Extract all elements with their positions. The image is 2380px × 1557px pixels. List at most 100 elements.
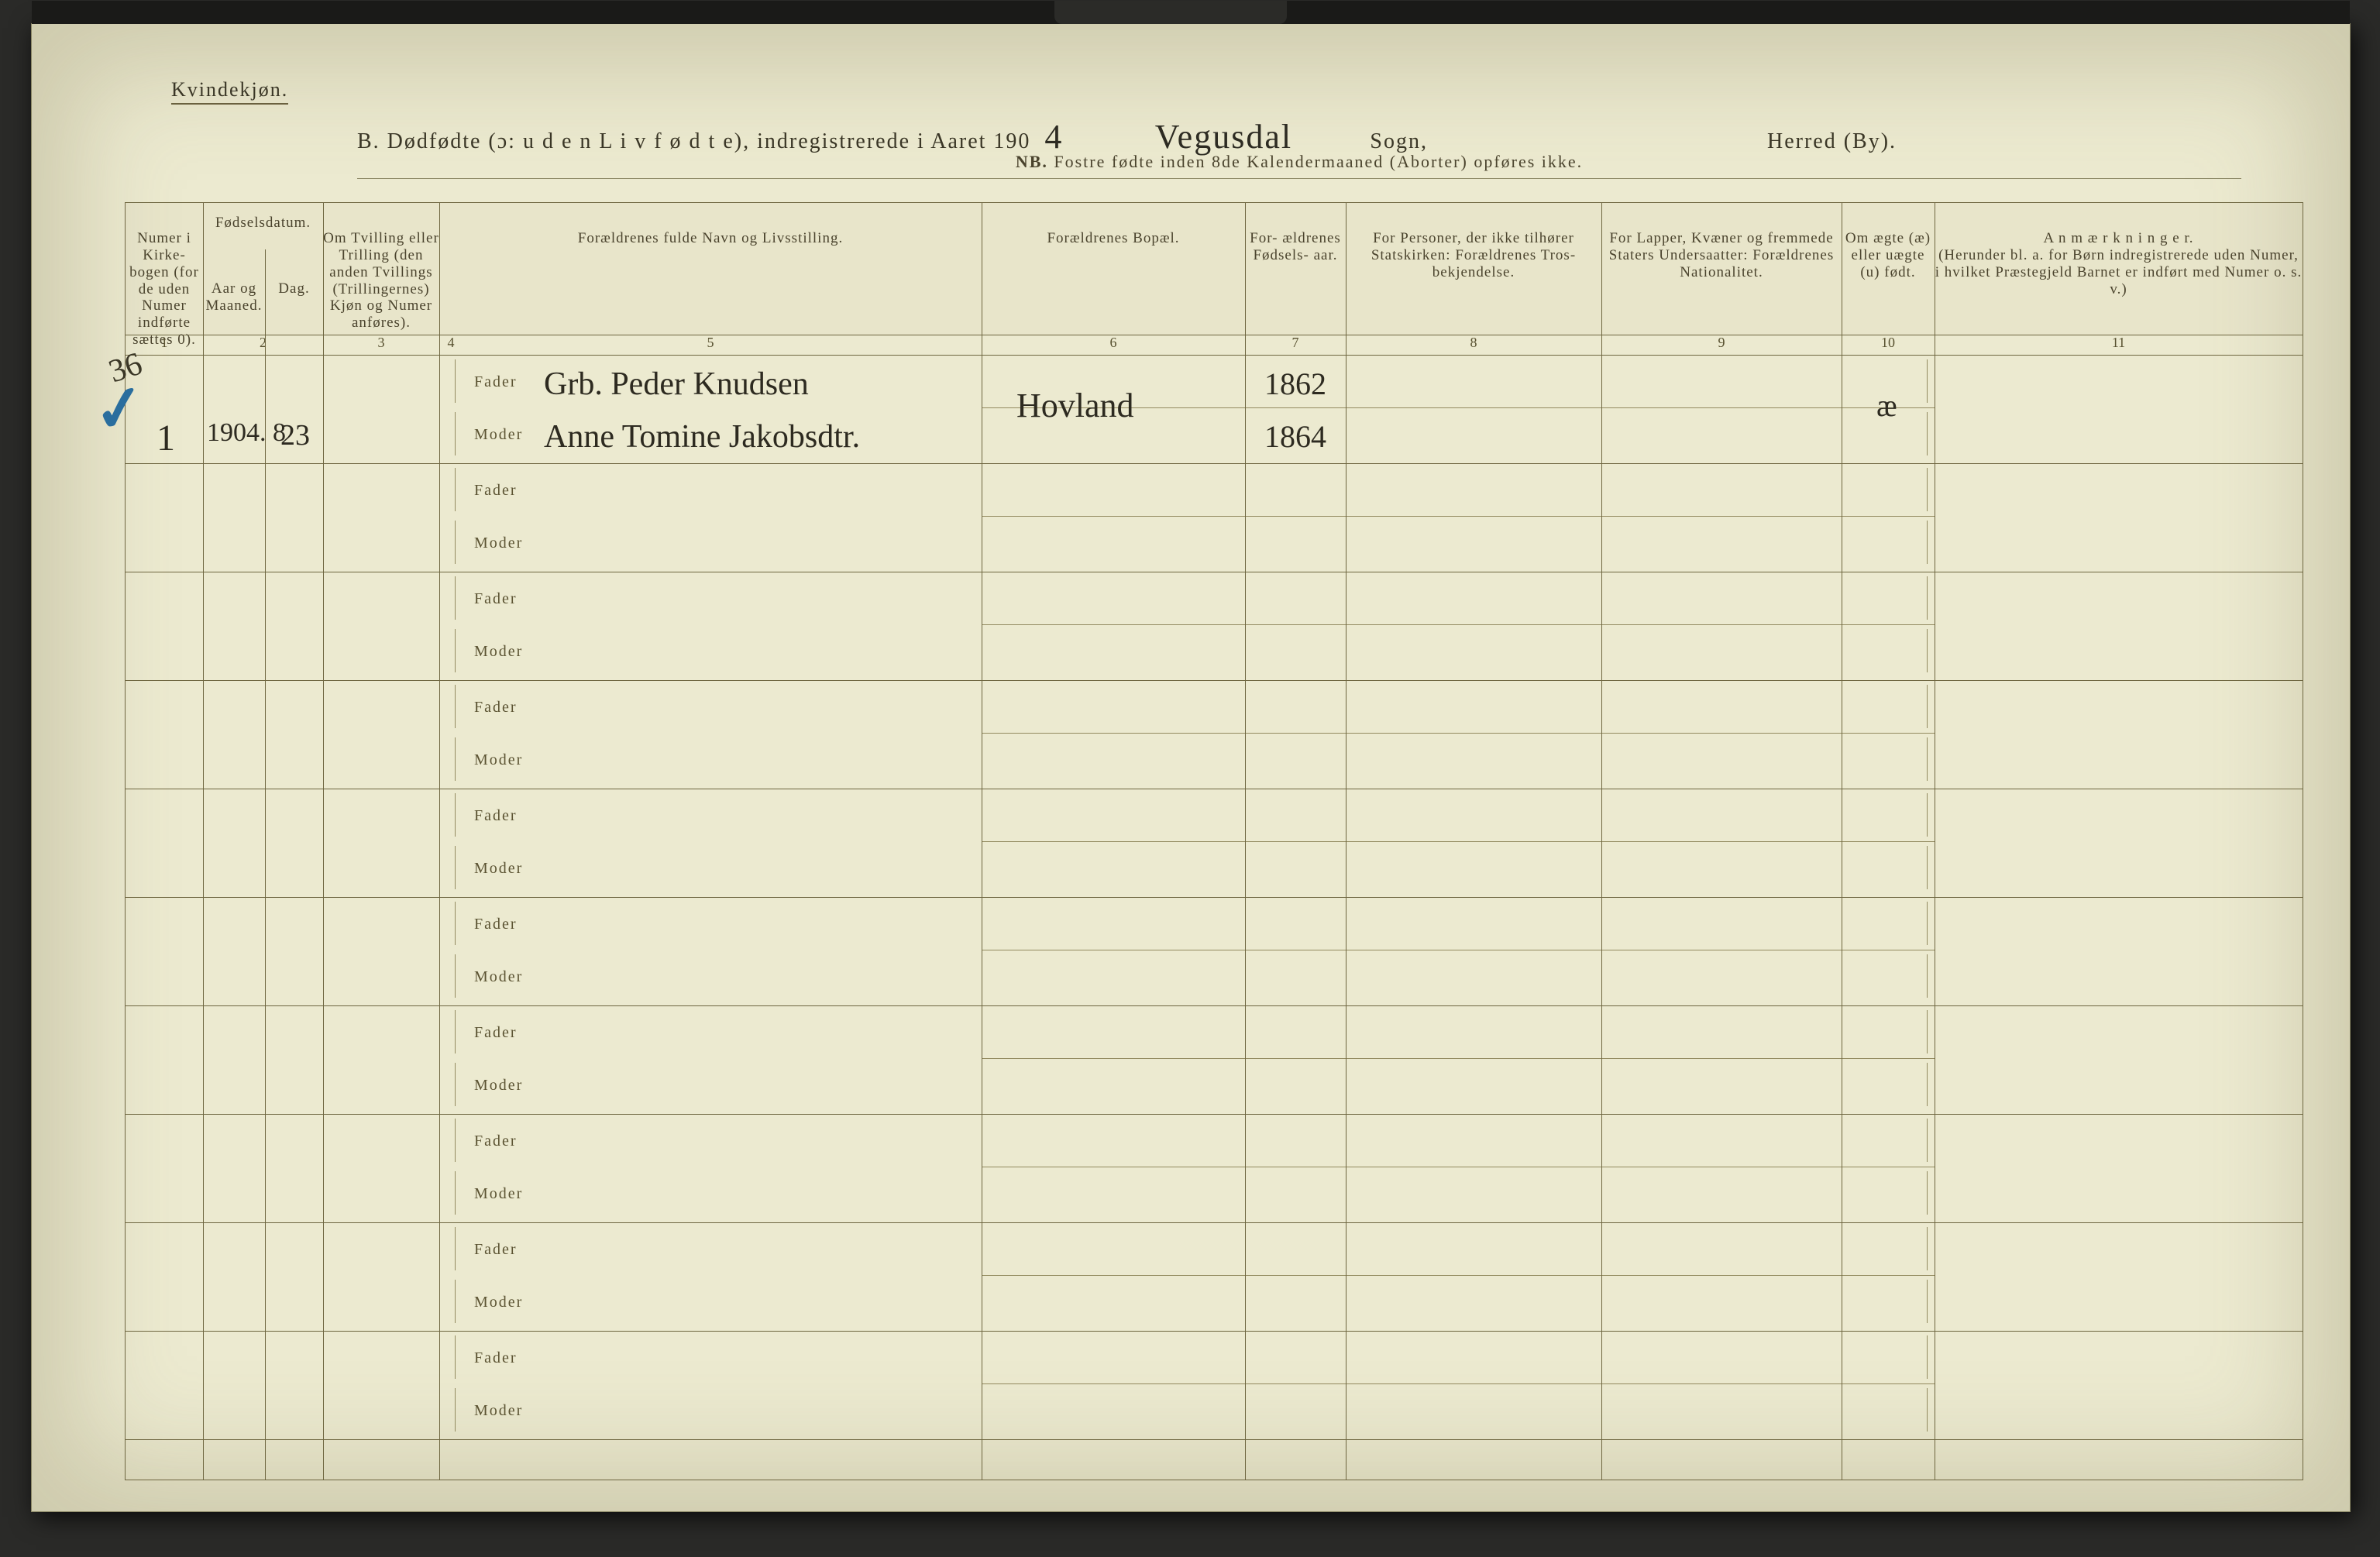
column-number: 8 xyxy=(1346,335,1601,355)
row-end-tick xyxy=(1927,468,1928,511)
row-midline xyxy=(982,841,1935,842)
bracket-tick xyxy=(455,1280,456,1323)
column-number: 10 xyxy=(1842,335,1935,355)
column-number: 7 xyxy=(1245,335,1346,355)
row-end-tick xyxy=(1927,1280,1928,1323)
entry-mother-name: Anne Tomine Jakobsdtr. xyxy=(544,418,860,455)
column-number: 9 xyxy=(1601,335,1842,355)
row-end-tick xyxy=(1927,1010,1928,1053)
column-header: Forældrenes fulde Navn og Livsstilling. xyxy=(439,230,982,247)
column-divider xyxy=(203,203,204,1480)
bracket-tick xyxy=(455,412,456,455)
ledger-row: FaderModer xyxy=(126,463,2303,572)
herred-label: Herred (By). xyxy=(1767,129,1897,154)
table-header: Numer i Kirke- bogen (for de uden Numer … xyxy=(126,203,2303,335)
column-number: 4 xyxy=(439,335,463,355)
mother-label: Moder xyxy=(474,1077,523,1095)
entry-year-month: 1904. 8 xyxy=(207,418,286,448)
bracket-tick xyxy=(455,1388,456,1432)
column-header: For- ældrenes Fødsels- aar. xyxy=(1245,230,1346,264)
column-divider xyxy=(1601,203,1602,1480)
sheet: Kvindekjøn. B. Dødfødte (ɔ: u d e n L i … xyxy=(32,24,2350,1511)
ledger-row: Fader Moder xyxy=(126,572,2303,681)
bracket-tick xyxy=(455,685,456,728)
row-midline xyxy=(982,624,1935,625)
gender-label: Kvindekjøn. xyxy=(171,78,288,105)
father-label: Fader xyxy=(474,699,518,717)
row-midline xyxy=(982,1383,1935,1384)
mother-label: Moder xyxy=(474,1402,523,1420)
column-header: Om Tvilling eller Trilling (den anden Tv… xyxy=(323,230,439,332)
row-midline xyxy=(982,1058,1935,1059)
column-number: 2 xyxy=(203,335,323,355)
mother-label: Moder xyxy=(474,1294,523,1311)
ledger-row: FaderModer xyxy=(126,789,2303,898)
mother-label: Moder xyxy=(474,534,523,552)
bracket-tick xyxy=(455,576,456,620)
column-header: Fødselsdatum. xyxy=(203,215,323,232)
ledger-row: FaderModer xyxy=(126,1331,2303,1440)
row-end-tick xyxy=(1927,846,1928,889)
column-number: 11 xyxy=(1935,335,2303,355)
row-midline xyxy=(982,733,1935,734)
bracket-tick xyxy=(455,737,456,781)
row-end-tick xyxy=(1927,1171,1928,1215)
father-label: Fader xyxy=(474,590,518,608)
rows-area: Fader Moder Fader Moder Fader Moder Fader Moder… xyxy=(126,355,2303,1480)
bracket-tick xyxy=(455,359,456,403)
row-end-tick xyxy=(1927,1119,1928,1162)
father-label: Fader xyxy=(474,1133,518,1150)
column-header: Om ægte (æ) eller uægte (u) født. xyxy=(1842,230,1935,281)
father-label: Fader xyxy=(474,373,518,391)
row-end-tick xyxy=(1927,359,1928,403)
bracket-tick xyxy=(455,629,456,672)
scanned-page: Kvindekjøn. B. Dødfødte (ɔ: u d e n L i … xyxy=(31,23,2351,1512)
row-end-tick xyxy=(1927,685,1928,728)
column-number: 3 xyxy=(323,335,439,355)
row-end-tick xyxy=(1927,1063,1928,1106)
bracket-tick xyxy=(455,1063,456,1106)
father-label: Fader xyxy=(474,1241,518,1259)
nb-text: Fostre fødte inden 8de Kalendermaaned (A… xyxy=(1048,152,1583,171)
title-row: B. Dødfødte (ɔ: u d e n L i v f ø d t e)… xyxy=(357,117,2241,148)
column-number: 5 xyxy=(439,335,982,355)
entry-mother-birthyear: 1864 xyxy=(1264,418,1326,455)
entry-day: 23 xyxy=(280,418,310,452)
sogn-label: Sogn, xyxy=(1370,129,1428,154)
ledger-table: Numer i Kirke- bogen (for de uden Numer … xyxy=(125,202,2303,1480)
ledger-row: Fader Moder xyxy=(126,1222,2303,1332)
subcolumn-divider xyxy=(265,249,266,1480)
nb-prefix: NB. xyxy=(1016,152,1048,171)
subcolumn-header: Dag. xyxy=(265,280,323,297)
father-label: Fader xyxy=(474,916,518,933)
ledger-row: FaderModer xyxy=(126,680,2303,789)
column-header: A n m æ r k n i n g e r. (Herunder bl. a… xyxy=(1935,230,2303,297)
row-end-tick xyxy=(1927,412,1928,455)
bracket-tick xyxy=(455,521,456,564)
entry-residence: Hovland xyxy=(1016,386,1134,425)
bracket-tick xyxy=(455,1171,456,1215)
mother-label: Moder xyxy=(474,643,523,661)
column-divider xyxy=(323,203,324,1480)
mother-label: Moder xyxy=(474,1185,523,1203)
mother-label: Moder xyxy=(474,426,523,444)
row-end-tick xyxy=(1927,521,1928,564)
column-header: For Lapper, Kvæner og fremmede Staters U… xyxy=(1601,230,1842,281)
bracket-tick xyxy=(455,1227,456,1270)
father-label: Fader xyxy=(474,1024,518,1042)
bracket-tick xyxy=(455,846,456,889)
ledger-row: FaderModer xyxy=(126,897,2303,1006)
row-end-tick xyxy=(1927,629,1928,672)
row-end-tick xyxy=(1927,1227,1928,1270)
column-header: Forældrenes Bopæl. xyxy=(982,230,1245,247)
blue-check-mark: ✓ xyxy=(89,369,150,448)
column-header: Numer i Kirke- bogen (for de uden Numer … xyxy=(126,230,203,349)
row-end-tick xyxy=(1927,1388,1928,1432)
row-end-tick xyxy=(1927,576,1928,620)
mother-label: Moder xyxy=(474,860,523,878)
sogn-handwritten: Vegusdal xyxy=(1155,118,1292,156)
bracket-tick xyxy=(455,793,456,837)
row-end-tick xyxy=(1927,737,1928,781)
entry-number: 1 xyxy=(156,417,175,459)
column-header: For Personer, der ikke tilhører Statskir… xyxy=(1346,230,1601,281)
